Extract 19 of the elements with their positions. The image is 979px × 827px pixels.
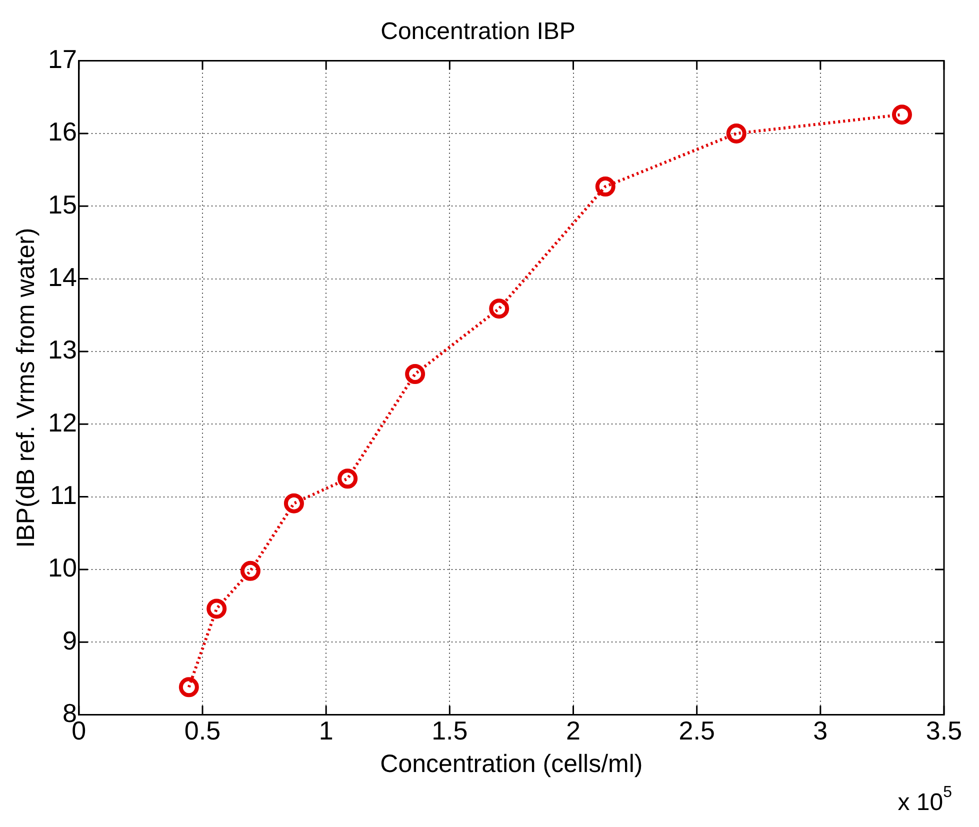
x-tick-label: 2.5: [678, 716, 715, 746]
y-tick-label: 15: [48, 189, 77, 220]
x-tick-label: 3.5: [926, 716, 962, 746]
y-tick-label: 13: [48, 334, 77, 365]
y-tick-label: 17: [48, 44, 77, 74]
y-tick-label: 11: [50, 480, 77, 510]
y-axis-title: IBP(dB ref. Vrms from water): [12, 228, 40, 548]
y-tick-label: 14: [48, 262, 77, 292]
y-tick-label: 16: [48, 116, 77, 147]
x-tick-label: 3: [813, 716, 828, 746]
x-tick-label: 0.5: [184, 716, 221, 746]
x-tick-label: 1.5: [432, 716, 468, 746]
y-tick-label: 9: [62, 625, 77, 656]
y-tick-label: 12: [48, 407, 77, 438]
y-tick-label: 10: [48, 552, 77, 583]
x-axis-title: Concentration (cells/ml): [380, 750, 643, 778]
x-tick-label: 2: [566, 716, 580, 746]
x-tick-label: 1: [318, 716, 334, 746]
chart-title: Concentration IBP: [380, 18, 576, 46]
